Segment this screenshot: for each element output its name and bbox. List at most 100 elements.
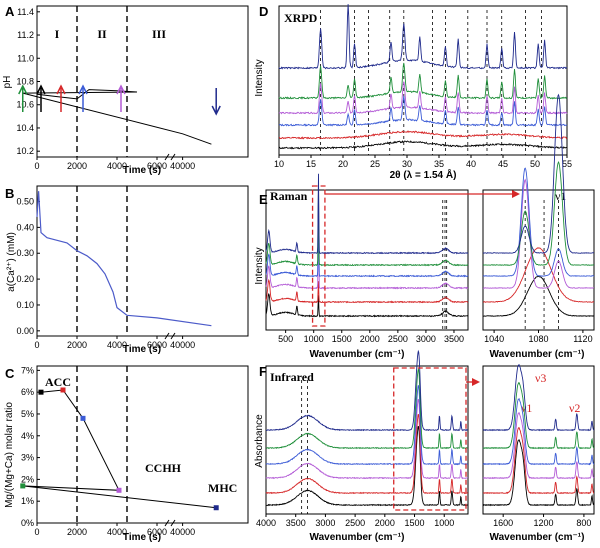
panel-d-ticks: 10 15 20 25 30 35 40 45 50 55 [274, 5, 572, 169]
xrpd-trace-purple [278, 81, 568, 115]
x-tick-label: 4000 [107, 340, 127, 350]
y-tick-label: 0.10 [16, 300, 34, 310]
panel-f-nu3: ν3 [535, 371, 546, 385]
y-tick-label: 2% [21, 474, 34, 484]
panel-b-letter: B [5, 186, 14, 201]
panel-b-ylabel: a(Ca²⁺) (mM) [6, 232, 17, 292]
raman-inset-trace-purple [482, 178, 594, 289]
panel-c-xlabel: Time (s) [123, 532, 161, 543]
mg-ratio-point-purple [116, 487, 122, 493]
panel-b-marks [36, 186, 212, 336]
calcium-activity-line [36, 191, 212, 327]
x-tick-label: 40000 [170, 161, 195, 171]
x-tick-label: 2000 [375, 518, 395, 528]
xrpd-trace-black [278, 140, 568, 150]
ir-inset-trace-blue [482, 397, 595, 466]
x-tick-label: 3000 [416, 334, 436, 344]
panel-e-inset-xlabel: Wavenumber (cm⁻¹) [490, 349, 585, 360]
x-tick-label: 4000 [256, 518, 276, 528]
x-tick-label: 3500 [286, 518, 306, 528]
panel-a-xlabel: Time (s) [123, 165, 161, 176]
panel-b-xlabel: Time (s) [123, 344, 161, 355]
panel-f-inset-xlabel: Wavenumber (cm⁻¹) [490, 532, 585, 543]
inset-x-tick-label: 1120 [573, 334, 592, 344]
ir-inset-trace-red [482, 427, 595, 495]
y-tick-label: 10.8 [16, 77, 34, 87]
x-tick-label: 40 [466, 159, 476, 169]
y-tick-label: 5% [21, 409, 34, 419]
panel-b-ticks: 0 2000 4000 6000 40000 0.00 0.10 0.20 0.30 0.40 0.… [16, 185, 249, 350]
x-tick-label: 4000 [107, 527, 127, 537]
y-tick-label: 11.4 [17, 7, 34, 17]
x-tick-label: 3500 [444, 334, 464, 344]
panel-f-letter: F [259, 364, 267, 379]
x-tick-label: 6000 [147, 527, 167, 537]
ph-series-line [22, 89, 212, 145]
raman-zoom-box [311, 185, 326, 327]
panel-a-ylabel: pH [2, 76, 13, 89]
panel-e-marks [265, 93, 595, 330]
panel-a-letter: A [5, 4, 15, 19]
panel-c-ticks: 0 2000 4000 6000 40000 0% 1% 2% 3% 4% 5% 6% 7% [21, 365, 249, 537]
ir-zoom-arrowhead [472, 378, 480, 386]
ir-trace-purple [265, 398, 468, 480]
panel-f-nu1: ν1 [521, 401, 532, 415]
raman-trace-purple [265, 208, 469, 290]
annotation-mhc: MHC [208, 481, 237, 495]
panel-e-title: Raman [270, 189, 308, 203]
inset-x-tick-label: 800 [576, 518, 591, 528]
panel-a: A pH Time (s) 0 2000 4000 6000 40000 10.2 10.4… [2, 4, 249, 176]
raman-inset-trace-black [482, 275, 595, 317]
x-tick-label: 6000 [147, 161, 167, 171]
y-tick-label: 10.6 [16, 100, 34, 110]
y-tick-label: 6% [21, 387, 34, 397]
ir-trace-navy [266, 349, 469, 432]
raman-trace-navy [265, 173, 469, 255]
y-tick-label: 11.0 [17, 53, 34, 63]
sampling-arrowhead-black [36, 84, 46, 95]
mg-ratio-point-navy [213, 505, 219, 511]
ir-inset-trace-black [483, 439, 595, 507]
y-tick-label: 3% [21, 453, 34, 463]
x-tick-label: 4000 [107, 161, 127, 171]
x-tick-label: 45 [498, 159, 508, 169]
panel-f-marks [265, 349, 595, 514]
panel-c: C Mg/(Mg+Ca) molar ratio Time (s) 0 2000 4… [4, 365, 249, 543]
panel-f: F Infrared Absorbance Wavenumber (cm⁻¹) … [254, 349, 595, 543]
panel-f-inset-frame [482, 365, 595, 515]
panel-f-xlabel: Wavenumber (cm⁻¹) [310, 532, 405, 543]
sampling-arrowhead-blue [78, 84, 88, 95]
mg-ratio-line [22, 389, 217, 509]
panel-f-ticks: 4000 3500 3000 2500 2000 1500 1000 1600 1200 800 [256, 365, 595, 528]
sampling-arrowhead-purple [116, 84, 126, 95]
sampling-arrowhead-red [56, 84, 66, 95]
y-tick-label: 0.00 [16, 326, 34, 336]
y-tick-label: 1% [21, 496, 34, 506]
raman-trace-black [265, 292, 469, 318]
axis-break-mark [164, 519, 176, 527]
region-label-III: III [152, 27, 166, 41]
panel-a-marks: I II III [18, 6, 221, 157]
annotation-acc: ACC [45, 375, 71, 389]
x-tick-label: 2000 [67, 161, 87, 171]
panel-d-ylabel: Intensity [254, 59, 265, 96]
mg-ratio-point-black [38, 389, 44, 395]
panel-d-letter: D [259, 4, 268, 19]
x-tick-label: 55 [562, 159, 572, 169]
panel-e-inset-label: ν1 [555, 189, 566, 203]
raman-trace-blue [265, 196, 469, 278]
ir-trace-black [265, 425, 469, 507]
x-tick-label: 15 [306, 159, 316, 169]
ir-inset-trace-purple [482, 411, 595, 480]
raman-inset-trace-blue [482, 167, 595, 277]
x-tick-label: 6000 [147, 340, 167, 350]
inset-x-tick-label: 1200 [534, 518, 554, 528]
x-tick-label: 2500 [388, 334, 408, 344]
x-tick-label: 2500 [345, 518, 365, 528]
panel-d-frame [278, 5, 568, 156]
panel-e: E Raman Intensity Wavenumber (cm⁻¹) Wave… [254, 93, 595, 360]
x-tick-label: 35 [434, 159, 444, 169]
inset-x-tick-label: 1600 [493, 518, 513, 528]
x-tick-label: 30 [402, 159, 412, 169]
y-tick-label: 11.2 [17, 30, 34, 40]
